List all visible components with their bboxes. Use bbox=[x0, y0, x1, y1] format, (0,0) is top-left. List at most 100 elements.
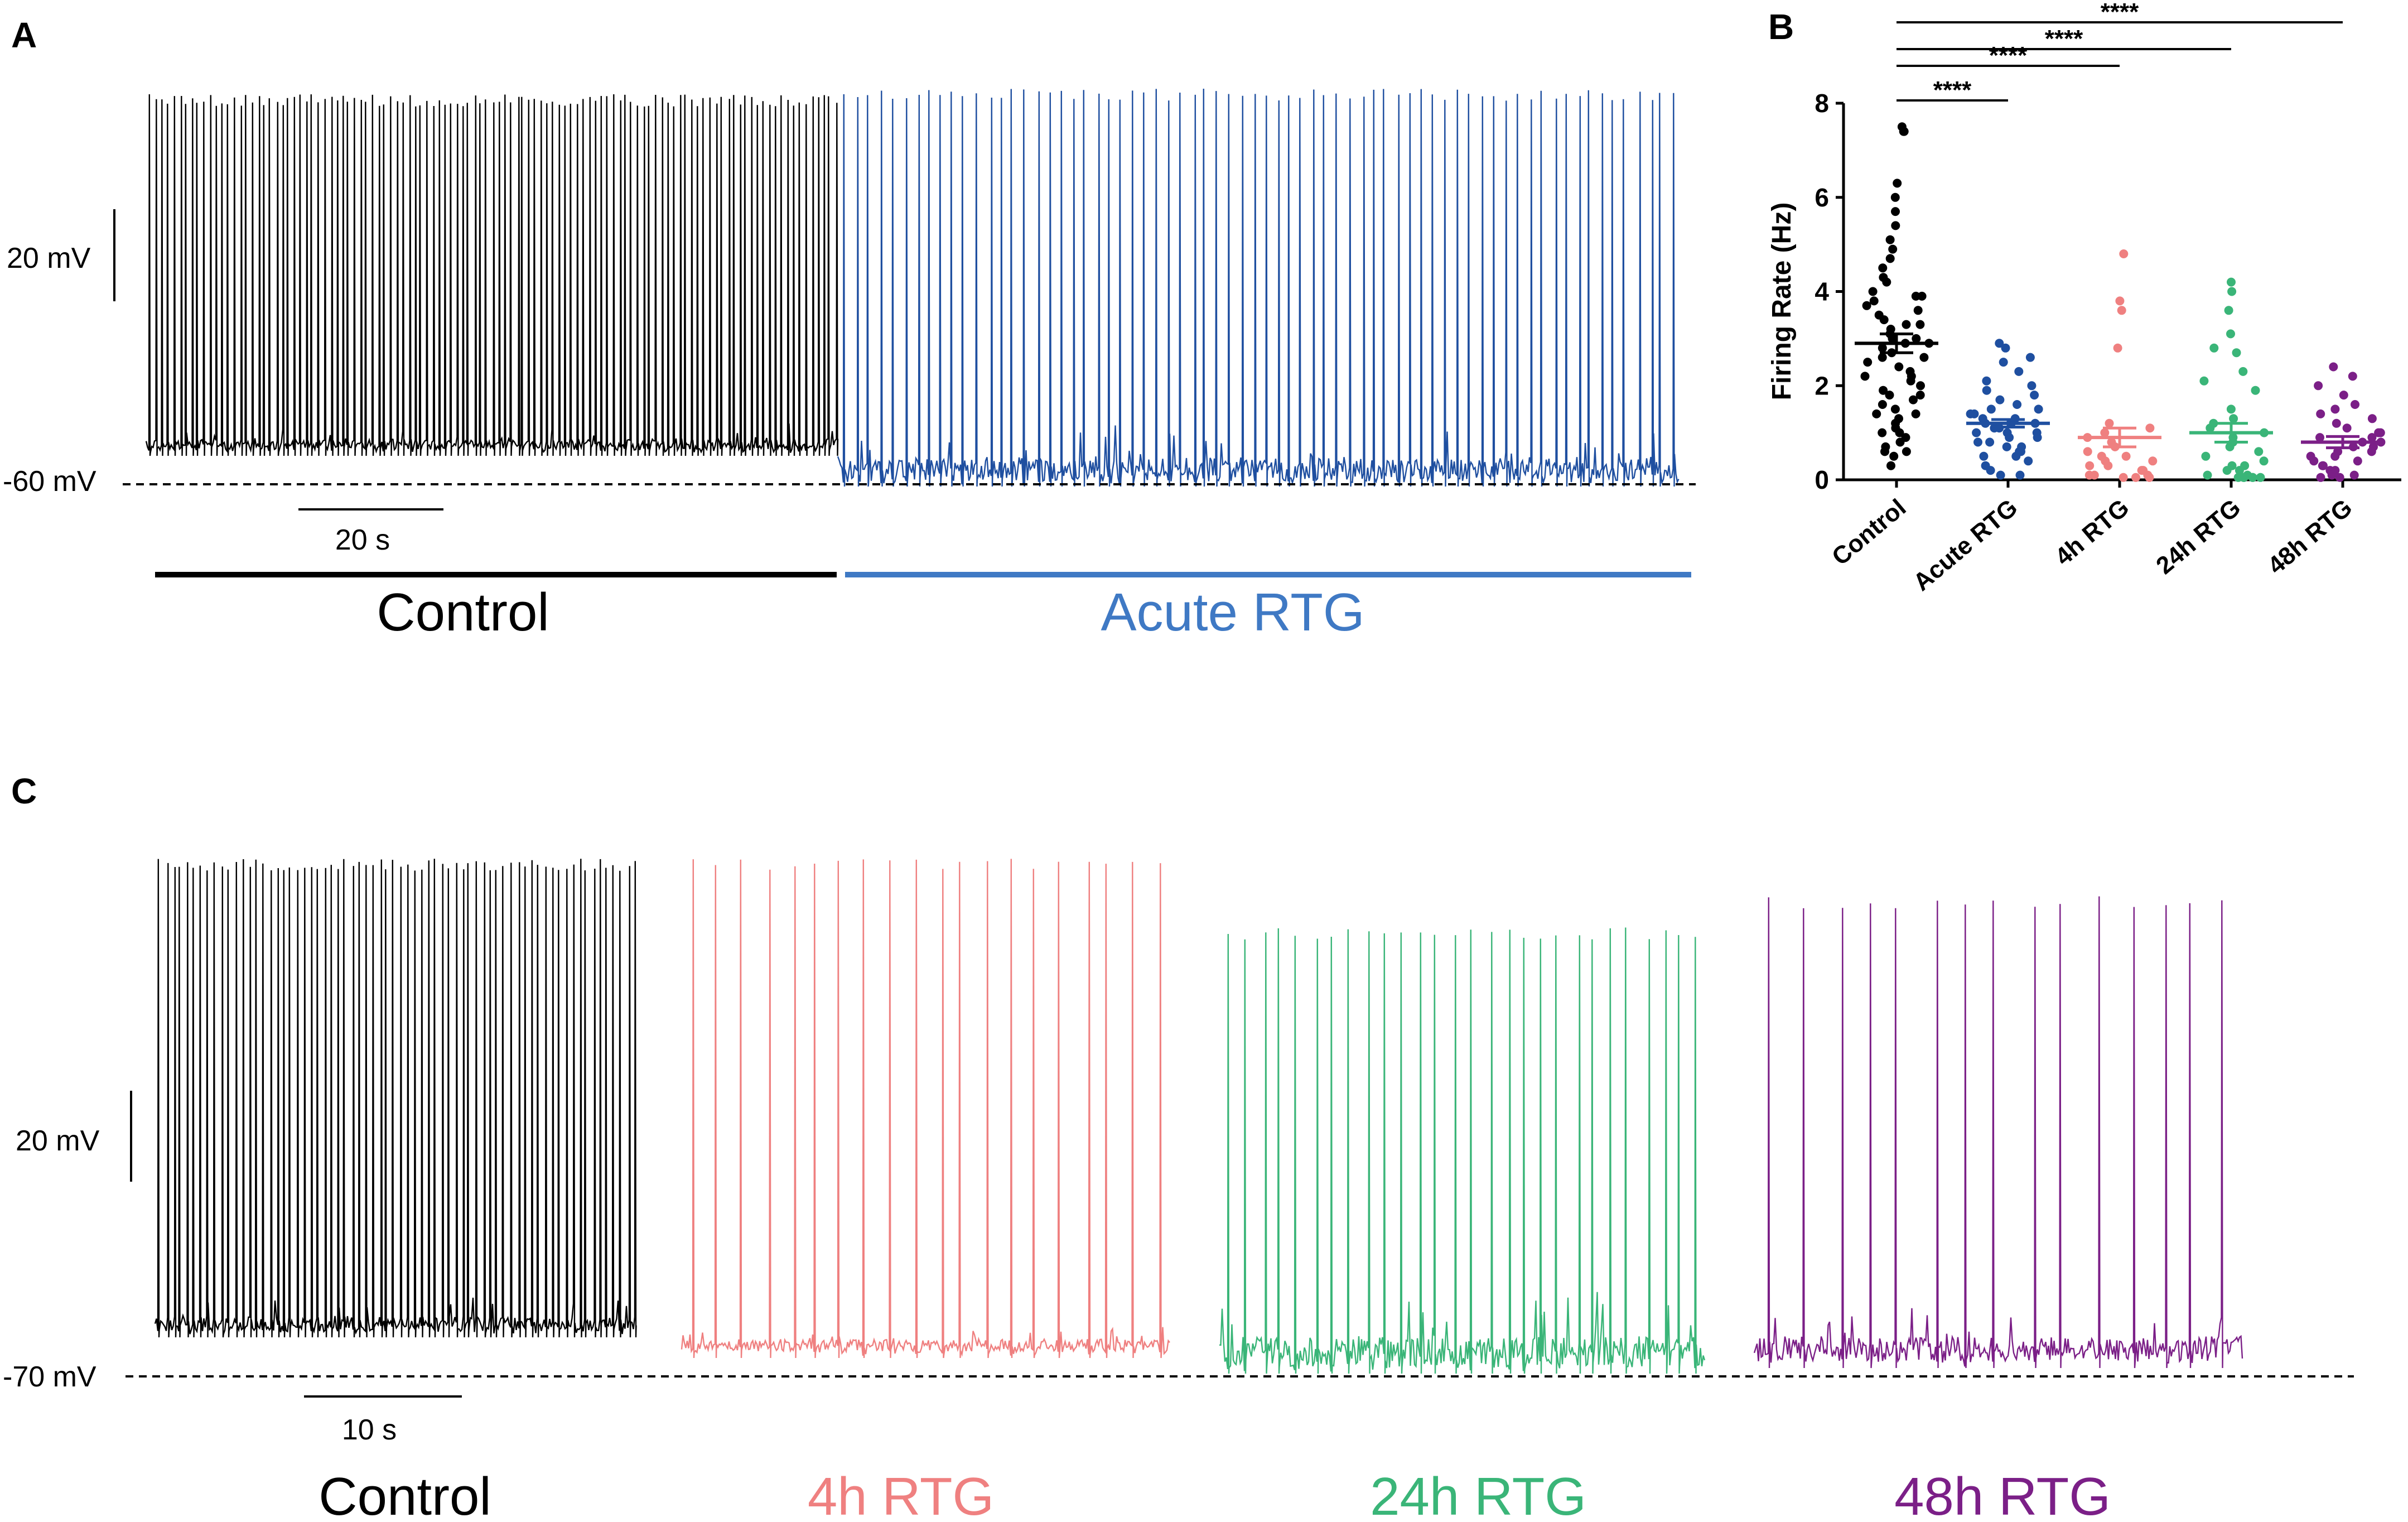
data-point bbox=[2119, 473, 2128, 482]
data-point bbox=[1915, 391, 1925, 400]
data-point bbox=[1970, 409, 1979, 418]
data-point bbox=[1919, 353, 1929, 362]
data-point bbox=[2222, 466, 2232, 475]
data-point bbox=[1996, 470, 2005, 480]
panel-a-traces bbox=[145, 88, 1680, 487]
panel-c-4h-rtg-label: 4h RTG bbox=[808, 1467, 994, 1522]
x-tick-label: Acute RTG bbox=[1908, 494, 2023, 596]
x-tick-label: 24h RTG bbox=[2151, 494, 2246, 580]
trace-c-24h-rtg bbox=[1219, 927, 1706, 1374]
panel-a-acute-rtg-label: Acute RTG bbox=[1101, 582, 1364, 642]
data-point bbox=[1911, 409, 1920, 418]
data-point bbox=[2335, 473, 2344, 482]
data-point bbox=[1916, 381, 1925, 391]
data-point bbox=[1890, 192, 1900, 202]
significance-label: **** bbox=[1989, 42, 2028, 69]
data-point bbox=[2330, 451, 2340, 461]
data-point bbox=[2014, 367, 2024, 376]
data-point bbox=[1878, 263, 1888, 273]
data-point bbox=[1973, 437, 1982, 447]
data-point bbox=[2201, 451, 2211, 461]
firing-rate-chart: Firing Rate (Hz) 0 2 4 6 8 **** **** **** **** Co… bbox=[1767, 0, 2401, 596]
data-point bbox=[1893, 179, 1902, 188]
panel-a-label: A bbox=[11, 15, 37, 55]
data-point bbox=[2005, 433, 2014, 442]
data-point bbox=[1982, 376, 1991, 386]
data-point bbox=[2119, 249, 2129, 258]
data-point bbox=[2332, 418, 2341, 428]
trace-c-4h-rtg bbox=[681, 859, 1170, 1359]
data-point bbox=[1902, 320, 1911, 329]
data-point bbox=[1986, 404, 1996, 414]
y-tick-label: 6 bbox=[1815, 183, 1829, 212]
data-point bbox=[1899, 127, 1908, 136]
x-tick-label: Control bbox=[1827, 494, 1911, 571]
data-point bbox=[1891, 207, 1900, 216]
data-point bbox=[1985, 437, 1995, 447]
data-point bbox=[2105, 418, 2114, 428]
panel-c-traces bbox=[154, 859, 2243, 1374]
data-point bbox=[1999, 358, 2008, 367]
data-point bbox=[1979, 451, 1989, 461]
trace-c-control bbox=[154, 859, 637, 1338]
data-point bbox=[1878, 343, 1887, 353]
x-tick-label: 4h RTG bbox=[2050, 494, 2134, 571]
data-point bbox=[1869, 296, 1879, 306]
data-point bbox=[1882, 277, 1891, 287]
data-point bbox=[1885, 235, 1895, 244]
data-point bbox=[2232, 348, 2241, 358]
data-point bbox=[2225, 442, 2235, 451]
panel-c-24h-rtg-label: 24h RTG bbox=[1370, 1467, 1586, 1522]
panel-c-voltage-scale-label: 20 mV bbox=[16, 1125, 100, 1157]
data-point bbox=[2367, 414, 2377, 423]
y-tick-label: 4 bbox=[1815, 277, 1829, 306]
data-point bbox=[1995, 339, 2004, 348]
data-point bbox=[1885, 391, 1894, 400]
data-point bbox=[2248, 473, 2257, 482]
data-point bbox=[1890, 404, 1900, 414]
data-point bbox=[2001, 343, 2010, 353]
data-point bbox=[2024, 456, 2033, 466]
data-point bbox=[1917, 291, 1927, 301]
data-point bbox=[1972, 428, 1981, 437]
data-point bbox=[2316, 409, 2325, 418]
data-point bbox=[2330, 404, 2340, 414]
data-point bbox=[2327, 470, 2337, 480]
panel-c-time-scale-label: 10 s bbox=[342, 1414, 397, 1446]
data-point bbox=[1888, 244, 1898, 254]
data-point bbox=[2353, 456, 2362, 466]
trace-a-control bbox=[145, 94, 839, 456]
data-point bbox=[1915, 320, 1925, 329]
data-point bbox=[2103, 461, 2113, 470]
data-point bbox=[2030, 391, 2039, 400]
data-point bbox=[1880, 447, 1889, 456]
data-point bbox=[2251, 386, 2260, 395]
data-point bbox=[2254, 447, 2264, 456]
data-point bbox=[1982, 386, 1991, 395]
data-point bbox=[1863, 358, 1873, 367]
data-point bbox=[2148, 456, 2158, 466]
data-point bbox=[2145, 473, 2154, 482]
data-point bbox=[2348, 372, 2357, 381]
y-tick-label: 0 bbox=[1815, 465, 1829, 494]
data-point bbox=[1895, 437, 1905, 447]
data-point bbox=[2206, 423, 2215, 433]
data-point bbox=[2309, 456, 2319, 466]
data-point bbox=[2339, 391, 2348, 400]
data-point bbox=[1891, 221, 1900, 230]
panel-b-label: B bbox=[1768, 7, 1794, 47]
panel-b: B Firing Rate (Hz) 0 2 4 6 8 **** **** **** ****… bbox=[1767, 0, 2401, 596]
data-point bbox=[2349, 470, 2359, 480]
y-tick-label: 8 bbox=[1815, 89, 1829, 118]
panel-a: A 20 mV -60 mV 20 s Control Acute RTG bbox=[3, 15, 1696, 642]
data-point bbox=[2085, 461, 2095, 470]
data-point bbox=[1878, 400, 1887, 409]
data-point bbox=[2224, 306, 2233, 315]
data-point bbox=[2227, 287, 2237, 296]
data-point bbox=[1885, 254, 1895, 263]
data-point bbox=[1909, 395, 1918, 404]
significance-label: **** bbox=[1933, 76, 1972, 104]
data-point bbox=[1895, 428, 1904, 437]
x-tick-label: 48h RTG bbox=[2262, 494, 2357, 580]
